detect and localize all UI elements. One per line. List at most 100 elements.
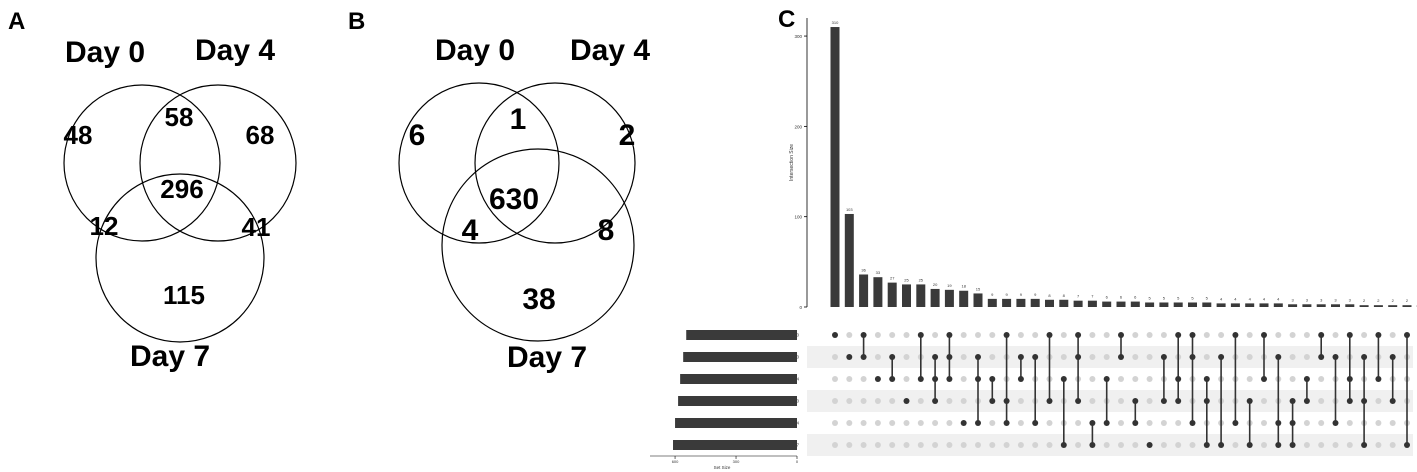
set-size-tick-label: 600 (672, 459, 679, 464)
intersection-bar (1159, 302, 1169, 307)
matrix-dot-active (1261, 376, 1267, 382)
matrix-dot-active (1218, 442, 1225, 448)
matrix-dot-inactive (946, 420, 953, 426)
intersection-bar (887, 282, 897, 307)
intersection-bar (1002, 298, 1012, 307)
bar-value-label: 2 (1406, 298, 1409, 303)
matrix-dot-active (1318, 332, 1325, 338)
matrix-dot-inactive (1060, 354, 1067, 360)
matrix-dot-active (1089, 420, 1096, 426)
matrix-dot-active (932, 354, 939, 360)
matrix-dot-active (1346, 398, 1353, 404)
bar-value-label: 5 (1163, 295, 1166, 300)
matrix-dot-inactive (1132, 376, 1139, 382)
matrix-dot-active (1003, 332, 1010, 338)
matrix-dot-inactive (1389, 332, 1396, 338)
matrix-dot-active (932, 398, 939, 404)
matrix-dot-inactive (1089, 398, 1096, 404)
matrix-dot-inactive (960, 354, 967, 360)
matrix-dot-inactive (917, 398, 924, 404)
matrix-dot-inactive (1132, 354, 1139, 360)
matrix-dot-inactive (874, 354, 881, 360)
intersection-bar (1230, 303, 1240, 307)
matrix-dot-active (1060, 376, 1067, 382)
matrix-dot-inactive (860, 420, 867, 426)
matrix-dot-inactive (1203, 332, 1210, 338)
panel-label-a: A (8, 8, 26, 35)
matrix-dot-inactive (1032, 332, 1039, 338)
venn-b-region-all-three: 630 (489, 183, 539, 216)
intersection-bar (1245, 303, 1255, 307)
matrix-dot-inactive (917, 442, 924, 448)
matrix-dot-inactive (1246, 354, 1253, 360)
matrix-dot-inactive (1146, 376, 1153, 382)
bar-value-label: 9 (991, 292, 994, 297)
matrix-dot-inactive (1103, 332, 1110, 338)
matrix-dot-active (1289, 442, 1296, 448)
set-size-bar (683, 352, 797, 362)
bar-value-label: 9 (1005, 292, 1008, 297)
bar-value-label: 9 (1020, 292, 1023, 297)
set-size-bar (673, 440, 797, 450)
venn-b-circle-day0 (398, 82, 560, 244)
venn-b-region-only-day4: 2 (619, 119, 636, 152)
matrix-dot-active (1132, 398, 1139, 404)
matrix-dot-active (1032, 420, 1039, 426)
matrix-dot-inactive (1318, 376, 1325, 382)
matrix-dot-active (975, 376, 981, 382)
matrix-dot-inactive (889, 442, 896, 448)
set-size-bar (680, 374, 797, 384)
intersection-bar (930, 288, 940, 307)
matrix-dot-active (1132, 420, 1139, 426)
matrix-dot-inactive (1332, 442, 1339, 448)
matrix-dot-active (1361, 398, 1368, 404)
matrix-dot-active (1246, 442, 1253, 448)
matrix-dot-inactive (1289, 332, 1296, 338)
matrix-dot-active (1118, 332, 1124, 338)
matrix-dot-inactive (874, 442, 881, 448)
matrix-dot-active (1275, 354, 1282, 360)
matrix-dot-active (1389, 398, 1396, 404)
matrix-dot-active (1160, 354, 1167, 360)
intersection-bar (844, 213, 854, 307)
bar-value-label: 33 (876, 270, 881, 275)
matrix-dot-inactive (975, 332, 981, 338)
bar-value-label: 5 (1177, 295, 1180, 300)
matrix-dot-inactive (1318, 420, 1325, 426)
matrix-dot-active (1189, 332, 1196, 338)
venn-b-set-label-day0: Day 0 (435, 34, 515, 67)
intersection-bar (916, 284, 926, 307)
matrix-dot-active (1103, 420, 1110, 426)
matrix-dot-active (1075, 398, 1082, 404)
bar-value-label: 103 (846, 207, 853, 212)
matrix-dot-active (960, 420, 967, 426)
matrix-dot-inactive (1261, 420, 1267, 426)
matrix-dot-inactive (1160, 420, 1167, 426)
matrix-dot-inactive (1303, 442, 1310, 448)
bar-value-label: 310 (832, 20, 839, 25)
venn-a-region-day4-day7: 41 (242, 212, 271, 242)
matrix-dot-inactive (1346, 442, 1353, 448)
matrix-dot-active (1175, 398, 1182, 404)
matrix-dot-inactive (1303, 332, 1310, 338)
matrix-dot-inactive (874, 420, 881, 426)
matrix-dot-active (1032, 354, 1039, 360)
matrix-dot-inactive (1146, 354, 1153, 360)
matrix-dot-inactive (1246, 376, 1253, 382)
intersection-bar (1030, 298, 1040, 307)
matrix-dot-inactive (903, 354, 910, 360)
venn-b-region-only-day0: 6 (409, 119, 426, 152)
matrix-dot-inactive (1375, 420, 1382, 426)
matrix-dot-inactive (917, 420, 924, 426)
intersection-bar (873, 277, 883, 307)
venn-a-set-label-day4: Day 4 (195, 34, 275, 67)
intersection-bar (1016, 298, 1026, 307)
bar-value-label: 20 (933, 282, 938, 287)
bar-value-label: 5 (1148, 295, 1151, 300)
venn-b-region-only-day7: 38 (522, 283, 555, 316)
intersection-bar (1388, 305, 1398, 307)
matrix-dot-inactive (1332, 332, 1339, 338)
venn-b-region-day0-day4: 1 (510, 103, 527, 136)
matrix-dot-active (903, 398, 910, 404)
